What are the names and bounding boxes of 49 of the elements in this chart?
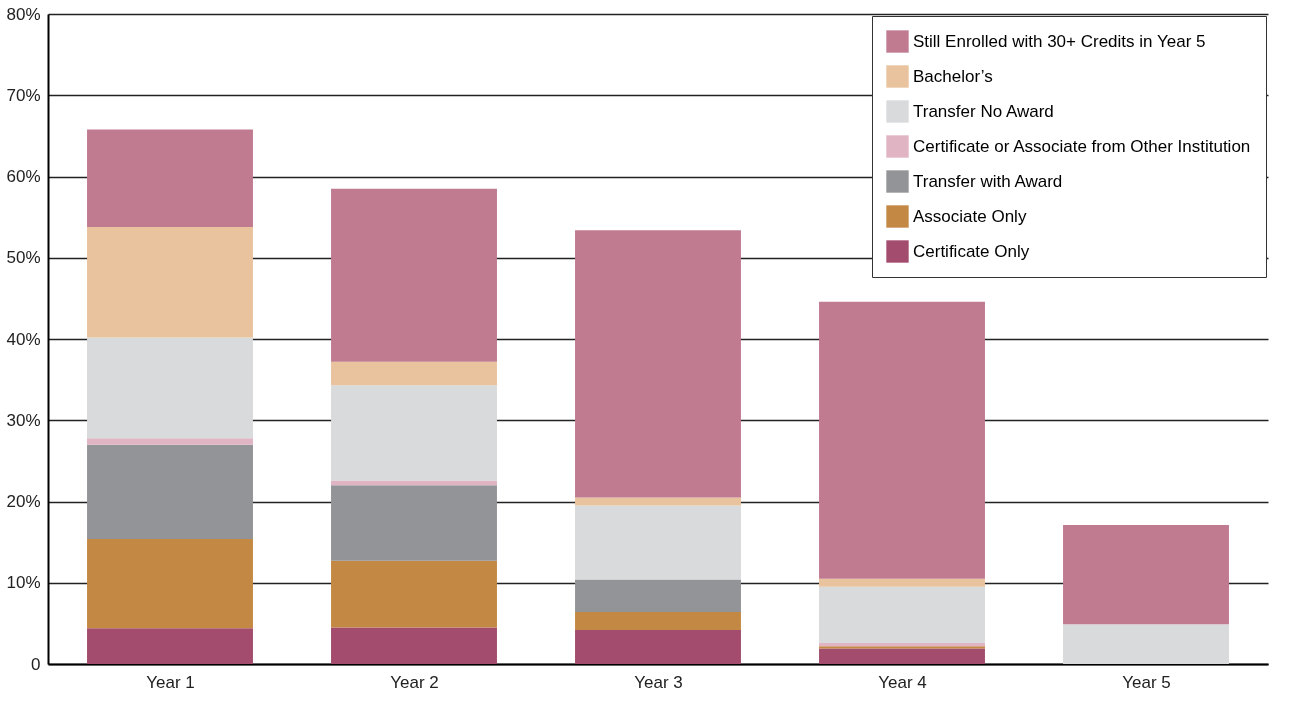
y-tick-label: 20% [6,492,41,511]
bar [331,480,497,486]
bar [1063,525,1229,625]
x-tick-label: Year 1 [146,672,195,692]
bar [331,188,497,362]
bar [575,497,741,506]
bar [87,337,253,439]
bar [575,629,741,664]
bar [331,361,497,386]
y-tick-label: 60% [6,167,41,186]
legend-label: Certificate or Associate from Other Institution [913,136,1251,156]
bar [87,628,253,664]
x-tick-label: Year 3 [634,672,683,692]
bar [331,485,497,561]
bar [87,129,253,227]
bar [575,579,741,612]
bar [575,505,741,580]
bar [331,627,497,664]
bar [87,226,253,338]
x-tick-label: Year 4 [878,672,927,692]
y-tick-label: 10% [6,573,41,593]
legend-label: Still Enrolled with 30+ Credits in Year 5 [913,31,1206,51]
bar [1063,624,1229,664]
y-tick-label: 30% [6,410,41,430]
legend-label: Bachelor’s [913,66,993,86]
bar [87,444,253,539]
bar [819,648,985,664]
y-tick-label: 70% [6,85,41,105]
bar [87,438,253,445]
legend-label: Certificate Only [913,241,1030,261]
legend-label: Associate Only [913,206,1027,226]
bar [819,642,985,647]
bar [575,612,741,630]
bar [819,578,985,587]
bar [819,586,985,643]
y-tick-label: 0 [31,654,41,674]
y-tick-label: 80% [6,4,41,24]
bar [331,385,497,481]
legend-label: Transfer with Award [913,171,1063,191]
bar [575,230,741,498]
x-tick-label: Year 5 [1122,672,1171,692]
y-tick-label: 40% [6,329,41,349]
legend-label: Transfer No Award [913,101,1054,121]
bar [331,560,497,628]
y-tick-label: 50% [6,248,41,268]
bar [819,646,985,649]
bar [819,301,985,579]
bar [87,538,253,629]
x-tick-label: Year 2 [390,672,439,692]
